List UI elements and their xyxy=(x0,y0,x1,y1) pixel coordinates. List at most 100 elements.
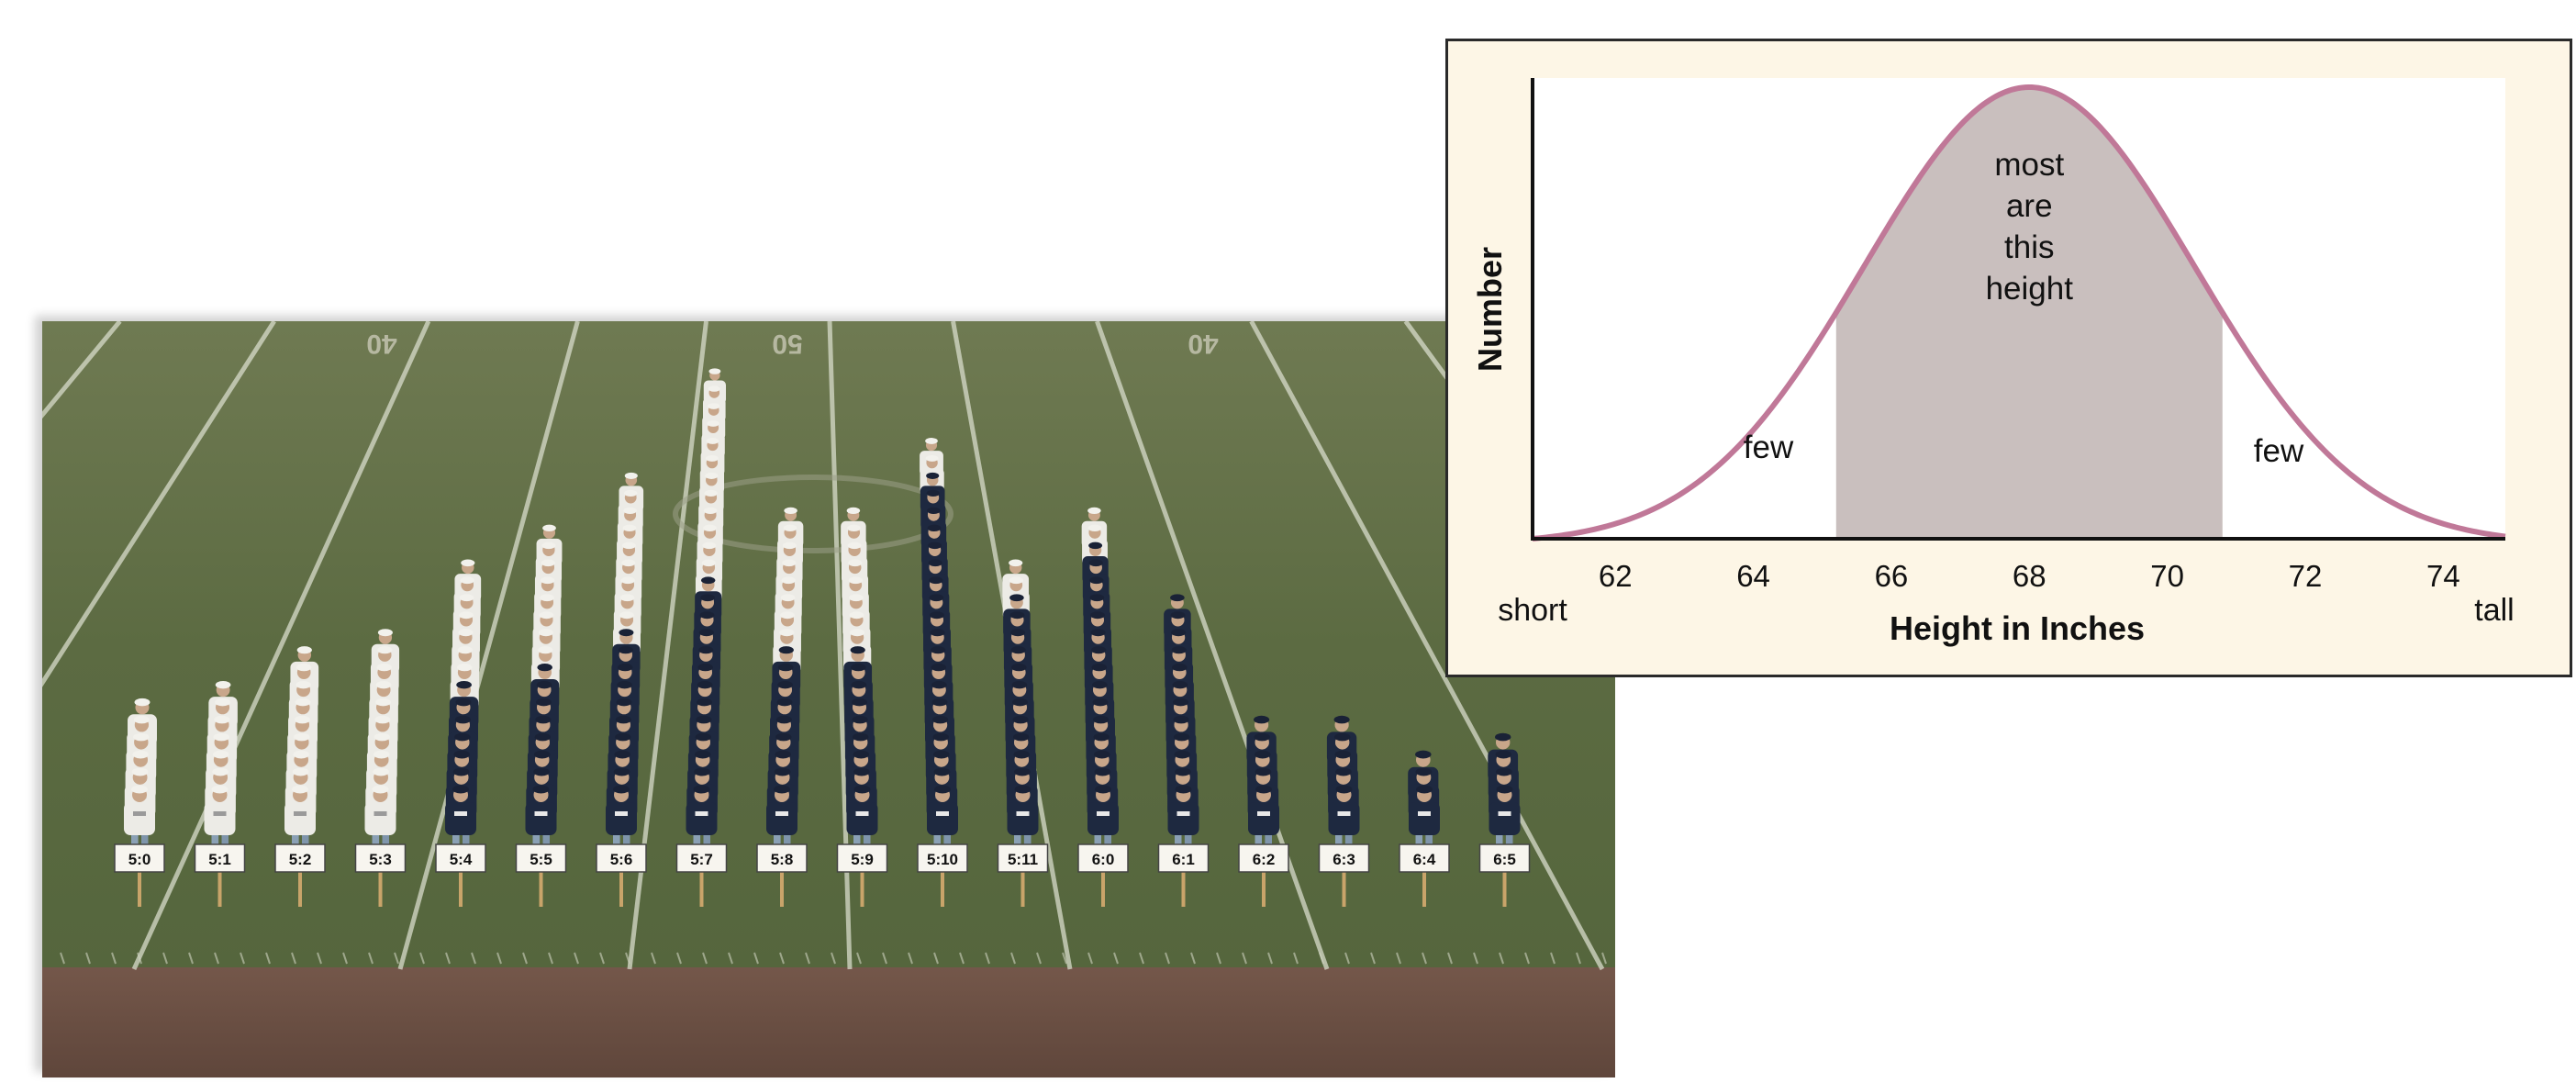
person-cap xyxy=(1089,576,1104,585)
people-formation: 5:0 5:1 5:2 5:3 5:4 5:5 5:6 5:7 5:8 5:9 5:10 5:11 6:… xyxy=(114,368,1531,907)
person-cap xyxy=(452,785,469,794)
sign-post xyxy=(459,863,463,907)
person-cap xyxy=(613,785,630,794)
sign-post xyxy=(1422,863,1426,907)
hash-mark xyxy=(1139,952,1144,965)
person-cap xyxy=(1174,732,1190,742)
person-shirt xyxy=(846,802,878,835)
person-cap xyxy=(1175,785,1192,794)
person-cap xyxy=(703,507,718,515)
shirt-logo xyxy=(294,811,307,816)
person-cap xyxy=(708,385,720,392)
person-cap xyxy=(1495,750,1512,759)
hash-mark xyxy=(1062,952,1067,965)
person-cap xyxy=(698,629,714,637)
person-cap xyxy=(932,715,949,724)
x-tick-label-64: 64 xyxy=(1736,559,1770,593)
person-cap xyxy=(784,507,797,515)
person-cap xyxy=(613,767,630,776)
person-cap xyxy=(292,767,309,776)
height-sign xyxy=(1399,843,1450,873)
shirt-logo xyxy=(133,811,146,816)
person-cap xyxy=(375,698,391,707)
person-cap xyxy=(850,646,865,654)
person-cap xyxy=(852,715,868,724)
height-sign xyxy=(997,843,1049,873)
hash-mark xyxy=(342,952,348,965)
person-cap xyxy=(696,715,712,724)
person-cap xyxy=(1255,785,1272,794)
sign-post xyxy=(298,863,302,907)
person-cap xyxy=(782,559,797,567)
person-cap xyxy=(701,559,716,567)
height-sign xyxy=(114,843,165,873)
hash-mark xyxy=(1190,952,1196,965)
hash-mark xyxy=(959,952,965,965)
person-cap xyxy=(460,576,474,585)
person-cap xyxy=(620,576,635,585)
person-cap xyxy=(700,594,715,602)
sign-post xyxy=(780,863,784,907)
person-cap xyxy=(1094,750,1110,759)
hash-mark xyxy=(1499,952,1504,965)
hash-mark xyxy=(1447,952,1453,965)
person-cap xyxy=(623,507,637,515)
height-sign xyxy=(596,843,647,873)
hash-mark xyxy=(651,952,656,965)
person-cap xyxy=(693,785,710,794)
hash-mark xyxy=(856,952,862,965)
person-cap xyxy=(1009,559,1023,567)
person-cap xyxy=(782,542,797,550)
hash-mark xyxy=(162,952,168,965)
person-cap xyxy=(774,785,790,794)
height-sign xyxy=(917,843,968,873)
person-cap xyxy=(783,524,797,532)
height-sign xyxy=(756,843,808,873)
hash-mark xyxy=(214,952,219,965)
person-cap xyxy=(933,767,951,776)
hash-mark xyxy=(1087,952,1093,965)
person-cap xyxy=(1334,732,1351,742)
person-cap xyxy=(215,680,231,689)
hash-mark xyxy=(1113,952,1119,965)
person-cap xyxy=(846,507,861,515)
person-cap xyxy=(775,750,791,759)
hash-mark xyxy=(1473,952,1478,965)
sign-post xyxy=(1020,863,1025,907)
person-cap xyxy=(535,715,552,724)
height-sign xyxy=(1318,843,1370,873)
sign-post xyxy=(1181,863,1186,907)
annotation-few-right: few xyxy=(2254,433,2304,469)
person-shirt xyxy=(525,802,557,835)
height-sign-label: 5:11 xyxy=(1008,851,1038,868)
person-cap xyxy=(624,489,638,497)
chart-panel: 62 64 66 68 70 72 74 short tall Height in Inches N… xyxy=(1445,39,2572,677)
person-cap xyxy=(925,454,939,462)
hash-mark xyxy=(1576,952,1581,965)
person-cap xyxy=(776,698,793,707)
person-cap xyxy=(703,524,717,532)
hash-mark xyxy=(1216,952,1221,965)
shirt-logo xyxy=(1418,811,1431,816)
person-shirt xyxy=(204,802,236,835)
person-cap xyxy=(1255,750,1271,759)
shirt-logo xyxy=(936,811,949,816)
hash-mark xyxy=(368,952,374,965)
person-cap xyxy=(932,732,949,742)
person-cap xyxy=(456,664,473,672)
person-cap xyxy=(853,732,869,742)
person-cap xyxy=(927,524,942,532)
hash-mark xyxy=(908,952,913,965)
height-sign-label: 5:8 xyxy=(771,851,794,868)
person-cap xyxy=(851,680,867,689)
person-cap xyxy=(295,698,311,707)
person-cap xyxy=(933,750,950,759)
person-cap xyxy=(852,698,867,707)
person-cap xyxy=(211,785,229,794)
hash-mark xyxy=(574,952,579,965)
person-cap xyxy=(458,629,474,637)
person-cap xyxy=(848,576,864,585)
person-cap xyxy=(1093,715,1110,724)
person-cap xyxy=(372,785,389,794)
person-cap xyxy=(849,594,864,602)
